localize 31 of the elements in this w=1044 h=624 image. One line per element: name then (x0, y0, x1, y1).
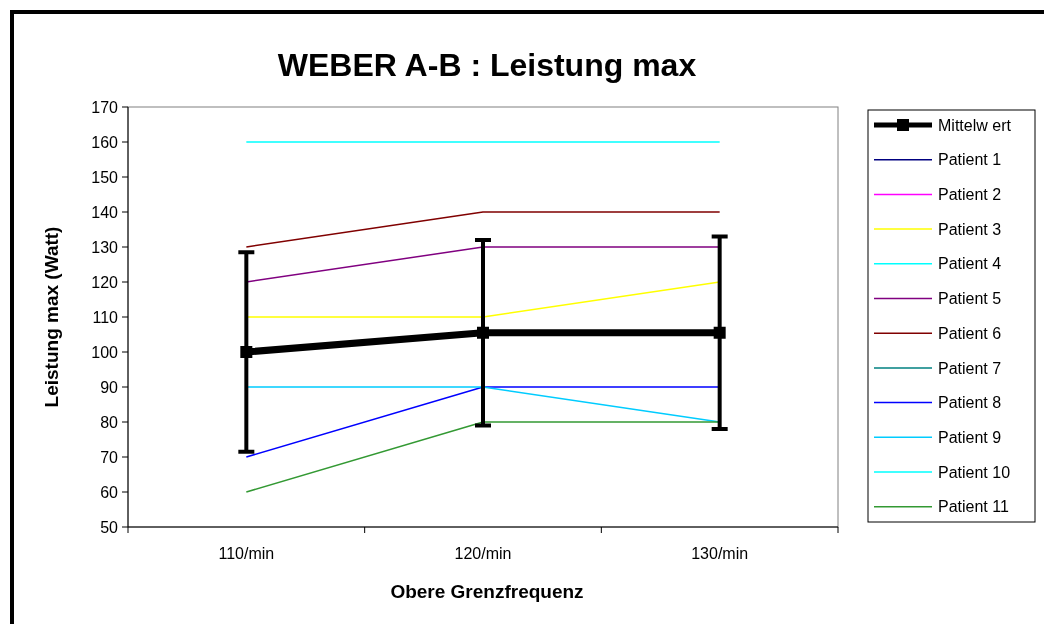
y-tick-label: 140 (91, 203, 119, 221)
legend-label: Patient 11 (938, 498, 1009, 516)
legend-label: Patient 10 (938, 463, 1011, 481)
x-tick-label: 130/min (691, 545, 749, 562)
legend-label: Patient 1 (938, 151, 1002, 169)
legend-label: Patient 9 (938, 428, 1002, 446)
x-axis-title: Obere Grenzfrequenz (390, 581, 584, 602)
y-tick-label: 160 (91, 133, 119, 151)
legend-label: Patient 3 (938, 220, 1002, 238)
y-tick-label: 110 (92, 308, 119, 326)
y-tick-label: 50 (100, 518, 119, 536)
y-tick-label: 170 (91, 98, 119, 116)
y-tick-label: 80 (100, 413, 119, 431)
y-tick-label: 100 (91, 343, 119, 361)
y-tick-label: 130 (91, 238, 119, 256)
y-tick-label: 60 (100, 483, 119, 501)
chart-title: WEBER A-B : Leistung max (277, 47, 697, 83)
legend-label: Mittelw ert (938, 116, 1012, 134)
legend-label: Patient 7 (938, 359, 1002, 377)
x-tick-label: 110/min (218, 545, 275, 562)
y-tick-label: 70 (100, 448, 119, 466)
y-axis-title: Leistung max (Watt) (41, 226, 62, 408)
legend-label: Patient 8 (938, 394, 1002, 412)
y-tick-label: 90 (100, 378, 119, 396)
legend-label: Patient 6 (938, 324, 1002, 342)
legend-label: Patient 5 (938, 290, 1002, 308)
y-tick-label: 120 (91, 273, 119, 291)
x-tick-label: 120/min (454, 545, 512, 562)
legend-label: Patient 4 (938, 255, 1002, 273)
legend-label: Patient 2 (938, 186, 1002, 203)
y-tick-label: 150 (91, 168, 119, 186)
